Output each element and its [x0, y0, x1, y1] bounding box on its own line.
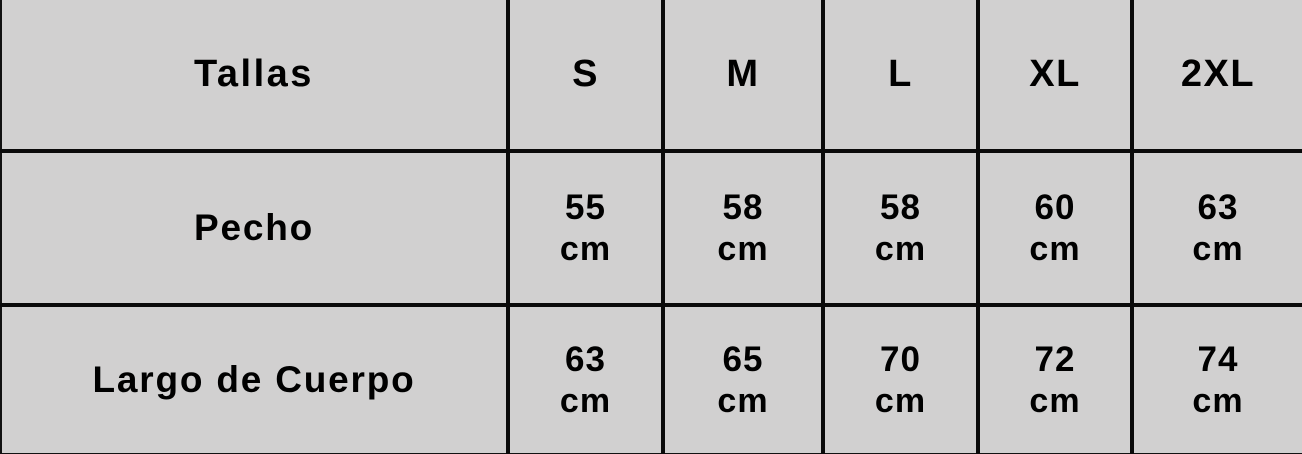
- unit-largo-xl: cm: [1029, 381, 1081, 420]
- value-pecho-m: 58: [722, 187, 764, 227]
- table-row-largo-de-cuerpo: Largo de Cuerpo 63 cm 65 cm: [0, 305, 1302, 454]
- header-size-s: S: [572, 52, 599, 95]
- header-label-tallas: Tallas: [194, 52, 314, 95]
- value-largo-m: 65: [722, 339, 764, 379]
- header-size-l: L: [888, 52, 913, 95]
- unit-pecho-m: cm: [717, 229, 769, 268]
- header-cell-size-l: L: [823, 0, 980, 153]
- cell-largo-2xl: 74 cm: [1132, 305, 1302, 454]
- unit-pecho-l: cm: [874, 229, 927, 268]
- unit-largo-2xl: cm: [1192, 381, 1244, 420]
- cell-pecho-s: 55 cm: [508, 151, 665, 307]
- unit-largo-s: cm: [559, 381, 612, 420]
- cell-pecho-l: 58 cm: [823, 151, 980, 307]
- header-size-xl: XL: [1029, 52, 1081, 95]
- unit-largo-m: cm: [717, 381, 769, 420]
- cell-largo-l: 70 cm: [823, 305, 980, 454]
- value-pecho-2xl: 63: [1197, 187, 1239, 227]
- unit-pecho-2xl: cm: [1192, 229, 1244, 268]
- cell-largo-m: 65 cm: [663, 305, 825, 454]
- row-label-pecho: Pecho: [193, 207, 315, 249]
- cell-largo-xl: 72 cm: [978, 305, 1134, 454]
- header-cell-size-s: S: [508, 0, 665, 153]
- row-label-largo-de-cuerpo: Largo de Cuerpo: [92, 359, 416, 401]
- row-label-cell-pecho: Pecho: [0, 151, 510, 307]
- value-pecho-l: 58: [880, 187, 921, 227]
- header-cell-tallas: Tallas: [0, 0, 510, 153]
- table-header-row: Tallas S M L: [0, 0, 1302, 153]
- header-cell-size-m: M: [663, 0, 825, 153]
- value-pecho-s: 55: [565, 187, 606, 227]
- header-size-m: M: [726, 52, 760, 95]
- table-row-pecho: Pecho 55 cm 58 cm 58: [0, 151, 1302, 307]
- unit-pecho-xl: cm: [1029, 229, 1081, 268]
- cell-pecho-xl: 60 cm: [978, 151, 1134, 307]
- cell-pecho-m: 58 cm: [663, 151, 825, 307]
- header-cell-size-xl: XL: [978, 0, 1134, 153]
- value-largo-2xl: 74: [1197, 339, 1239, 379]
- value-largo-l: 70: [880, 339, 921, 379]
- unit-pecho-s: cm: [559, 229, 612, 268]
- header-size-2xl: 2XL: [1180, 52, 1256, 95]
- value-largo-xl: 72: [1034, 339, 1076, 379]
- cell-largo-s: 63 cm: [508, 305, 665, 454]
- value-pecho-xl: 60: [1034, 187, 1076, 227]
- row-label-cell-largo-de-cuerpo: Largo de Cuerpo: [0, 305, 510, 454]
- header-cell-size-2xl: 2XL: [1132, 0, 1302, 153]
- cell-pecho-2xl: 63 cm: [1132, 151, 1302, 307]
- value-largo-s: 63: [565, 339, 606, 379]
- unit-largo-l: cm: [874, 381, 927, 420]
